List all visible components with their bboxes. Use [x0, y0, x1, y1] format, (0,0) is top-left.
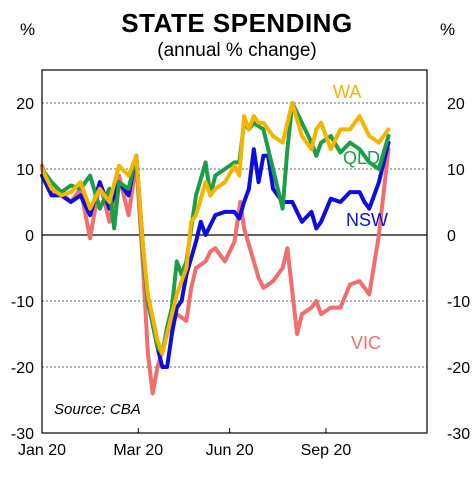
series-label-vic: VIC	[351, 333, 381, 353]
y-tick-label-right: 20	[447, 96, 465, 113]
y-tick-label-right: 0	[447, 228, 456, 245]
y-tick-label-left: 0	[25, 228, 34, 245]
y-tick-label-left: -20	[11, 360, 34, 377]
y-tick-label-right: -10	[447, 294, 470, 311]
series-label-wa: WA	[333, 82, 361, 102]
series-line-wa	[40, 101, 391, 356]
chart-title: STATE SPENDING	[121, 8, 353, 38]
series-label-nsw: NSW	[346, 210, 388, 230]
y-tick-label-left: 10	[16, 162, 34, 179]
y-tick-label-right: -30	[447, 426, 470, 443]
source-note: Source: CBA	[54, 401, 141, 418]
x-tick-label: Mar 20	[113, 442, 163, 459]
y-tick-label-left: -30	[11, 426, 34, 443]
y-tick-label-left: 20	[16, 96, 34, 113]
x-tick-label: Jan 20	[18, 442, 66, 459]
chart-subtitle: (annual % change)	[157, 40, 317, 61]
y-tick-label-left: -10	[11, 294, 34, 311]
x-tick-label: Jun 20	[206, 442, 254, 459]
y-tick-label-right: -20	[447, 360, 470, 377]
left-unit-label: %	[20, 20, 36, 39]
series-label-qld: QLD	[343, 148, 380, 168]
right-unit-label: %	[440, 20, 456, 39]
plot-frame	[41, 69, 428, 434]
x-tick-label: Sep 20	[301, 442, 352, 459]
y-tick-label-right: 10	[447, 162, 465, 179]
